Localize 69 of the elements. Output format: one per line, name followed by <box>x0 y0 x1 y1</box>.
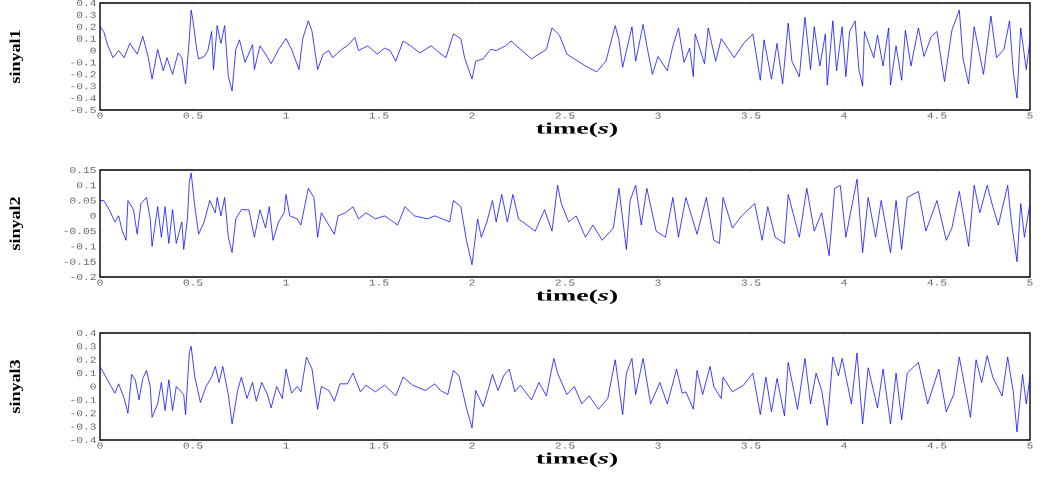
x-tick-label: 1 <box>283 442 289 449</box>
y-tick-label: -0.5 <box>71 106 96 114</box>
y-tick-label: -0.3 <box>71 423 96 430</box>
y-tick-label: -0.05 <box>64 228 96 235</box>
y-tick-label: 0.1 <box>76 370 96 377</box>
y-tick-label: -0.3 <box>71 83 96 90</box>
y-tick-label: -0.1 <box>71 59 96 66</box>
y-tick-label: -0.1 <box>71 243 96 250</box>
x-tick-label: 5 <box>1027 112 1033 119</box>
x-tick-label: 1.5 <box>369 279 389 286</box>
y-tick-label: 0 <box>90 212 96 219</box>
y-tick-label: -0.2 <box>71 410 96 417</box>
y-tick-label: 0.1 <box>76 182 96 189</box>
x-tick-label: 2 <box>469 112 475 119</box>
x-tick-label: 1.5 <box>369 442 389 449</box>
x-tick-label: 2.5 <box>555 279 575 286</box>
x-tick-label: 4.5 <box>927 279 947 286</box>
y-tick-label: 0 <box>90 383 96 390</box>
x-tick-label: 0 <box>97 112 103 119</box>
x-tick-label: 2.5 <box>555 112 575 119</box>
x-tick-label: 0.5 <box>183 442 203 449</box>
x-tick-label: 4.5 <box>927 112 947 119</box>
x-tick-label: 3 <box>655 112 661 119</box>
x-tick-label: 1 <box>283 279 289 286</box>
x-tick-label: 5 <box>1027 442 1033 449</box>
x-tick-label: 0.5 <box>183 112 203 119</box>
x-tick-label: 5 <box>1027 279 1033 286</box>
x-tick-label: 3 <box>655 279 661 286</box>
x-tick-label: 0.5 <box>183 279 203 286</box>
y-axis-title: sinyal2 <box>9 197 24 250</box>
x-tick-label: 4 <box>841 442 847 449</box>
x-tick-label: 3.5 <box>741 442 761 449</box>
x-tick-label: 4.5 <box>927 442 947 449</box>
y-tick-label: -0.2 <box>71 273 96 281</box>
y-tick-label: 0.4 <box>76 329 96 337</box>
x-axis-title: time(s) <box>536 122 617 137</box>
x-tick-label: 2 <box>469 279 475 286</box>
y-axis-title: sinyal1 <box>9 30 24 83</box>
x-tick-label: 1 <box>283 112 289 119</box>
x-tick-label: 1.5 <box>369 112 389 119</box>
y-tick-label: 0.1 <box>76 35 96 42</box>
x-tick-label: 3.5 <box>741 112 761 119</box>
y-axis-title: sinyal3 <box>9 360 24 413</box>
line-series <box>100 9 1030 99</box>
x-tick-label: 2.5 <box>555 442 575 449</box>
line-series <box>100 345 1030 433</box>
x-axis-title: time(s) <box>536 452 617 467</box>
x-tick-label: 3.5 <box>741 279 761 286</box>
x-tick-label: 0 <box>97 279 103 286</box>
y-tick-label: 0.2 <box>76 356 96 363</box>
x-tick-label: 0 <box>97 442 103 449</box>
y-tick-label: 0.05 <box>70 197 96 204</box>
y-tick-label: -0.4 <box>71 95 96 102</box>
y-tick-label: 0.4 <box>76 0 96 7</box>
y-tick-label: 0.3 <box>76 343 96 350</box>
x-tick-label: 4 <box>841 279 847 286</box>
line-series <box>100 172 1030 266</box>
y-tick-label: 0 <box>90 47 96 54</box>
x-tick-label: 4 <box>841 112 847 119</box>
y-tick-label: -0.15 <box>64 258 96 265</box>
x-tick-label: 3 <box>655 442 661 449</box>
y-tick-label: 0.15 <box>70 166 96 174</box>
y-tick-label: 0.2 <box>76 23 96 30</box>
y-tick-label: -0.2 <box>71 71 96 78</box>
y-tick-label: 0.3 <box>76 11 96 18</box>
x-tick-label: 2 <box>469 442 475 449</box>
y-tick-label: -0.4 <box>71 436 96 444</box>
y-tick-label: -0.1 <box>71 396 96 403</box>
x-axis-title: time(s) <box>536 289 617 304</box>
